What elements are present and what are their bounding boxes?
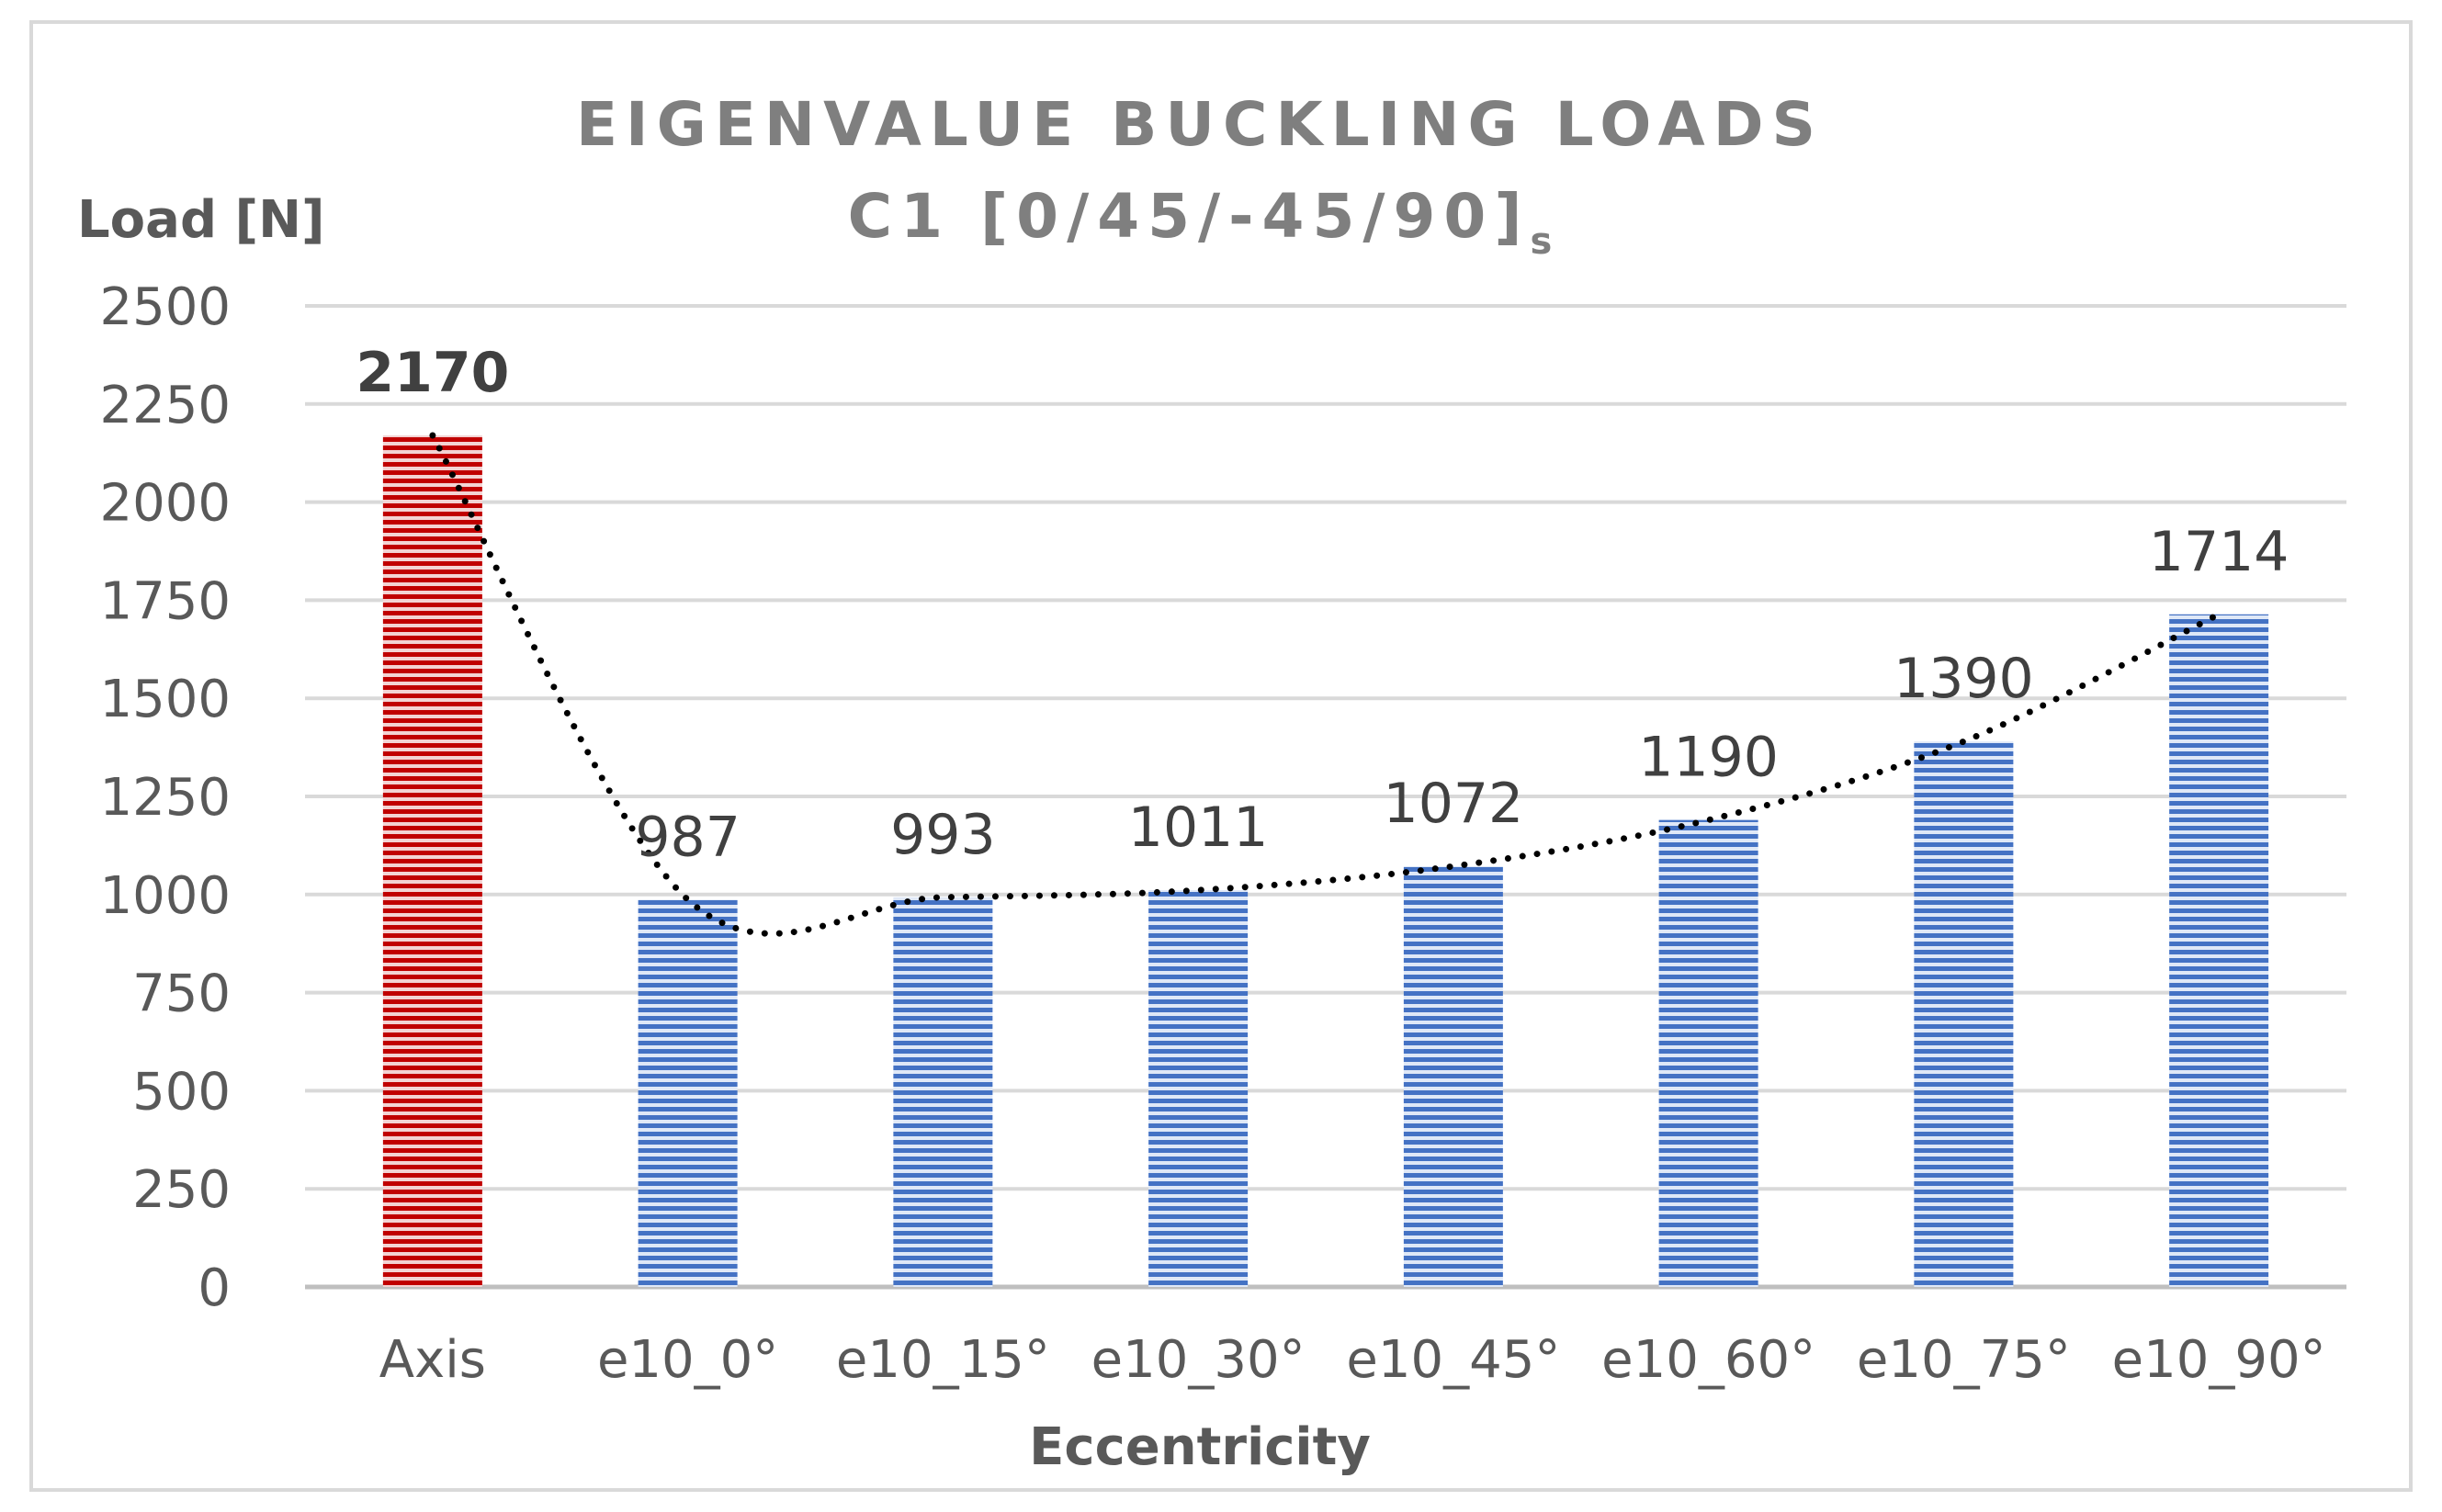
bar-0 [382,434,482,1287]
y-tick-label-250: 250 [132,1160,231,1220]
y-tick-label-500: 500 [132,1062,231,1122]
chart-title-line-2-main: C1 [0/45/-45/90] [848,181,1531,252]
y-tick-label-1000: 1000 [99,866,231,926]
gridlines [305,304,2346,1290]
data-label-3: 1011 [1128,795,1269,860]
y-tick-label-1250: 1250 [99,768,231,828]
y-tick-label-750: 750 [132,965,231,1024]
bar-4 [1403,866,1503,1287]
category-label-0: Axis [379,1330,486,1390]
chart-frame: EIGENVALUE BUCKLING LOADS C1 [0/45/-45/9… [29,20,2413,1492]
trendline [429,432,2222,937]
category-label-2: e10_15° [836,1330,1050,1390]
y-tick-label-0: 0 [198,1258,231,1318]
data-label-7: 1714 [2149,520,2289,584]
data-label-6: 1390 [1894,647,2034,711]
data-label-2: 993 [890,803,996,867]
bar-7 [2169,614,2269,1287]
x-axis-title: Eccentricity [1029,1417,1371,1477]
chart-title-subscript: s [1531,220,1553,263]
data-label-5: 1190 [1638,726,1779,790]
data-label-4: 1072 [1384,772,1524,836]
chart-title-line-1: EIGENVALUE BUCKLING LOADS [576,89,1824,160]
bar-3 [1148,890,1249,1287]
bar-1 [638,899,738,1287]
category-label-7: e10_90° [2112,1330,2326,1390]
bars [382,434,2269,1287]
y-tick-label-1500: 1500 [99,670,231,729]
y-tick-label-1750: 1750 [99,571,231,631]
bar-2 [893,897,993,1287]
data-label-1: 987 [635,805,741,869]
category-label-4: e10_45° [1346,1330,1560,1390]
bar-6 [1914,741,2014,1287]
bar-5 [1658,819,1758,1287]
category-label-6: e10_75° [1857,1330,2071,1390]
data-label-0: 2170 [356,341,509,405]
y-tick-label-2250: 2250 [99,376,231,435]
chart-title-line-2: C1 [0/45/-45/90]s [848,181,1553,263]
chart-svg: EIGENVALUE BUCKLING LOADS C1 [0/45/-45/9… [77,89,2346,1477]
y-axis-title: Load [N] [77,190,325,250]
y-tick-label-2000: 2000 [99,474,231,534]
category-label-3: e10_30° [1091,1330,1306,1390]
category-labels: Axis e10_0° e10_15° e10_30° e10_45° e10_60° e1… [379,1330,2326,1390]
y-tick-label-2500: 2500 [99,277,231,337]
trendline-group [429,432,2222,937]
y-axis-ticks: 0 250 500 750 1000 1250 1500 1750 2000 2250 2500 [99,277,231,1318]
category-label-1: e10_0° [597,1330,778,1390]
category-label-5: e10_60° [1601,1330,1815,1390]
data-labels: 2170 987 993 1011 1072 1190 1390 1714 [356,341,2289,869]
